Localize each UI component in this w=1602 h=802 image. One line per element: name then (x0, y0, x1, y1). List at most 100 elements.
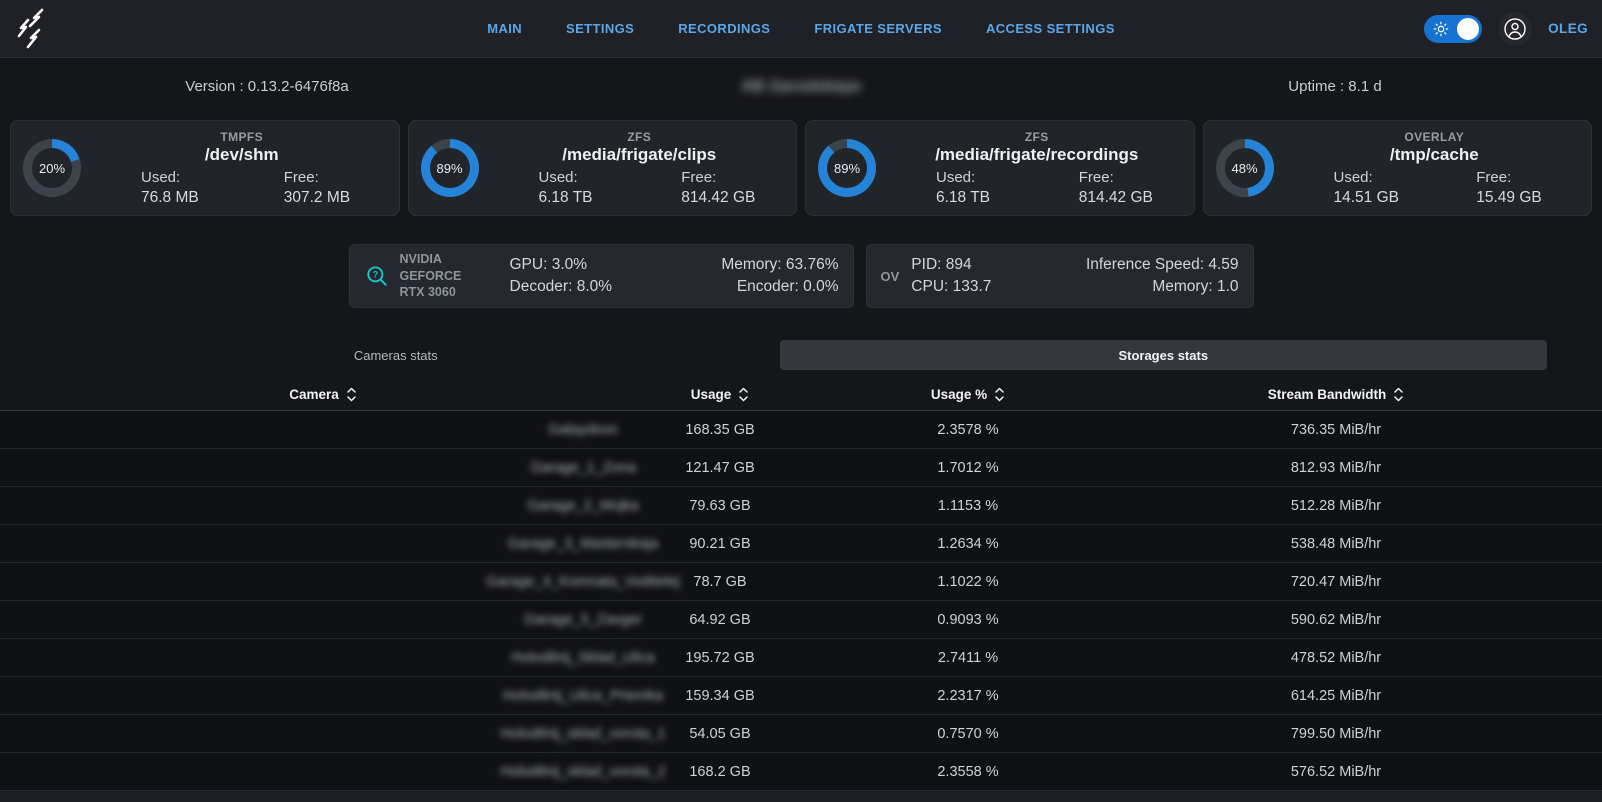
mount-path: /media/frigate/recordings (935, 144, 1139, 164)
toggle-knob (1457, 17, 1480, 40)
sort-chevrons-icon (738, 386, 749, 403)
nav-item-main[interactable]: MAIN (487, 21, 523, 36)
usage-donut-chart: 48% (1215, 139, 1274, 197)
camera-name: Garage_5_Zavger (524, 611, 642, 628)
usage-value: 168.2 GB (689, 763, 751, 780)
usage-value: 64.92 GB (689, 611, 751, 628)
free-value: 307.2 MB (283, 188, 351, 206)
storage-card: 89% ZFS /media/frigate/recordings Used: … (805, 120, 1195, 216)
tab-cameras-stats[interactable]: Cameras stats (353, 347, 438, 363)
table-row: Garage_2_Mojka 79.63 GB 1.1153 % 512.28 … (0, 487, 1602, 525)
tab-storages-stats[interactable]: Storages stats (779, 340, 1547, 370)
table-row: Holodilnij_sklad_vorota_2 168.2 GB 2.355… (0, 753, 1602, 791)
stream-bandwidth-value: 538.48 MiB/hr (1290, 535, 1382, 552)
table-row: Garage_1_Zona 121.47 GB 1.7012 % 812.93 … (0, 449, 1602, 487)
theme-toggle[interactable] (1424, 14, 1483, 43)
used-value: 76.8 MB (141, 188, 199, 206)
page-footer-strip (0, 791, 1602, 802)
detector-memory: Memory: 1.0 (1152, 278, 1239, 295)
table-row: Galaydovo 168.35 GB 2.3578 % 736.35 MiB/… (0, 411, 1602, 449)
usage-percent-value: 1.2634 % (937, 535, 999, 552)
sort-chevrons-icon (346, 386, 357, 403)
nav-item-recordings[interactable]: RECORDINGS (678, 21, 771, 36)
server-name: AB Zavodskaya (741, 78, 861, 95)
nav-item-access-settings[interactable]: ACCESS SETTINGS (985, 21, 1115, 36)
free-label: Free: (681, 168, 717, 186)
stream-bandwidth-value: 799.50 MiB/hr (1290, 725, 1382, 742)
nav-item-settings[interactable]: SETTINGS (566, 21, 635, 36)
usage-percent-value: 2.2317 % (937, 687, 999, 704)
usage-value: 79.63 GB (689, 497, 751, 514)
free-label: Free: (283, 168, 319, 186)
sort-chevrons-icon (1393, 386, 1404, 403)
gpu-name: NVIDIA GEFORCE RTX 3060 (399, 251, 462, 300)
magnifier-question-icon: ? (364, 263, 390, 289)
storage-card: 20% TMPFS /dev/shm Used: Free: 76.8 MB 3… (10, 120, 400, 216)
gpu-stats: GPU: 3.0% Memory: 63.76% Decoder: 8.0% E… (510, 256, 839, 296)
camera-name: Holodilnij_sklad_vorota_1 (500, 725, 666, 742)
gpu-encoder: Encoder: 0.0% (736, 278, 839, 295)
filesystem-type: TMPFS (220, 129, 264, 144)
storages-stats-table: Galaydovo 168.35 GB 2.3578 % 736.35 MiB/… (0, 411, 1602, 791)
mount-path: /media/frigate/clips (562, 144, 717, 164)
free-value: 814.42 GB (1078, 188, 1153, 206)
storage-card: 48% OVERLAY /tmp/cache Used: Free: 14.51… (1202, 120, 1592, 216)
usage-donut-chart: 89% (420, 139, 479, 197)
used-label: Used: (1333, 168, 1373, 186)
used-value: 6.18 TB (936, 188, 991, 206)
usage-value: 159.34 GB (685, 687, 755, 704)
used-label: Used: (141, 168, 181, 186)
nav-item-frigate-servers[interactable]: FRIGATE SERVERS (814, 21, 942, 36)
usage-value: 121.47 GB (685, 459, 755, 476)
usage-percent-value: 2.3578 % (937, 421, 999, 438)
top-navbar: MAIN SETTINGS RECORDINGS FRIGATE SERVERS ACC… (0, 0, 1602, 58)
column-header-usage[interactable]: Usage (636, 386, 804, 403)
stream-bandwidth-value: 720.47 MiB/hr (1290, 573, 1382, 590)
stream-bandwidth-value: 576.52 MiB/hr (1290, 763, 1382, 780)
detector-name: OV (880, 268, 900, 284)
usage-donut-chart: 20% (23, 139, 81, 197)
usage-percent-value: 0.7570 % (937, 725, 999, 742)
stream-bandwidth-value: 512.28 MiB/hr (1290, 497, 1382, 514)
usage-percent-value: 1.1022 % (937, 573, 999, 590)
table-row: Garage_3_Masterskaja 90.21 GB 1.2634 % 5… (0, 525, 1602, 563)
mount-path: /tmp/cache (1389, 144, 1479, 164)
navbar-controls: OLEG (1358, 11, 1588, 46)
frigate-logo-icon[interactable] (14, 7, 56, 51)
stats-tabs: Cameras stats Storages stats (12, 340, 1547, 370)
camera-name: Garage_3_Masterskaja (507, 535, 659, 552)
camera-name: Galaydovo (548, 421, 618, 438)
uptime-label: Uptime : 8.1 d (1288, 78, 1382, 95)
user-name[interactable]: OLEG (1548, 21, 1588, 36)
free-label: Free: (1476, 168, 1512, 186)
gpu-usage: GPU: 3.0% (509, 256, 588, 273)
usage-percent-value: 1.7012 % (937, 459, 999, 476)
detector-stats: PID: 894 Inference Speed: 4.59 CPU: 133.… (911, 256, 1238, 296)
stream-bandwidth-value: 478.52 MiB/hr (1290, 649, 1382, 666)
usage-percent: 89% (827, 148, 867, 188)
filesystem-type: ZFS (1024, 129, 1049, 144)
filesystem-type: ZFS (627, 129, 652, 144)
detector-inference-speed: Inference Speed: 4.59 (1085, 256, 1239, 273)
usage-value: 168.35 GB (685, 421, 755, 438)
camera-name: Holodilnij_sklad_vorota_2 (500, 763, 666, 780)
detector-cpu: CPU: 133.7 (911, 278, 992, 295)
stream-bandwidth-value: 736.35 MiB/hr (1290, 421, 1382, 438)
server-info-row: Version : 0.13.2-6476f8a AB Zavodskaya U… (0, 58, 1602, 114)
used-label: Used: (936, 168, 976, 186)
usage-percent-value: 1.1153 % (937, 497, 999, 514)
detector-stats-card: OV PID: 894 Inference Speed: 4.59 CPU: 1… (865, 244, 1254, 308)
gpu-memory: Memory: 63.76% (721, 256, 839, 273)
camera-name: Garage_1_Zona (530, 459, 636, 476)
sort-chevrons-icon (994, 386, 1005, 403)
detector-pid: PID: 894 (911, 256, 972, 273)
column-header-stream-bandwidth[interactable]: Stream Bandwidth (1132, 386, 1540, 403)
used-value: 6.18 TB (538, 188, 593, 206)
table-header: Camera Usage Usage % Stream Bandwidth (0, 378, 1602, 411)
user-avatar-button[interactable] (1498, 11, 1533, 46)
usage-percent: 48% (1224, 148, 1265, 188)
stream-bandwidth-value: 590.62 MiB/hr (1290, 611, 1382, 628)
column-header-camera[interactable]: Camera (10, 386, 636, 403)
used-value: 14.51 GB (1333, 188, 1400, 206)
column-header-usage-percent[interactable]: Usage % (804, 386, 1132, 403)
